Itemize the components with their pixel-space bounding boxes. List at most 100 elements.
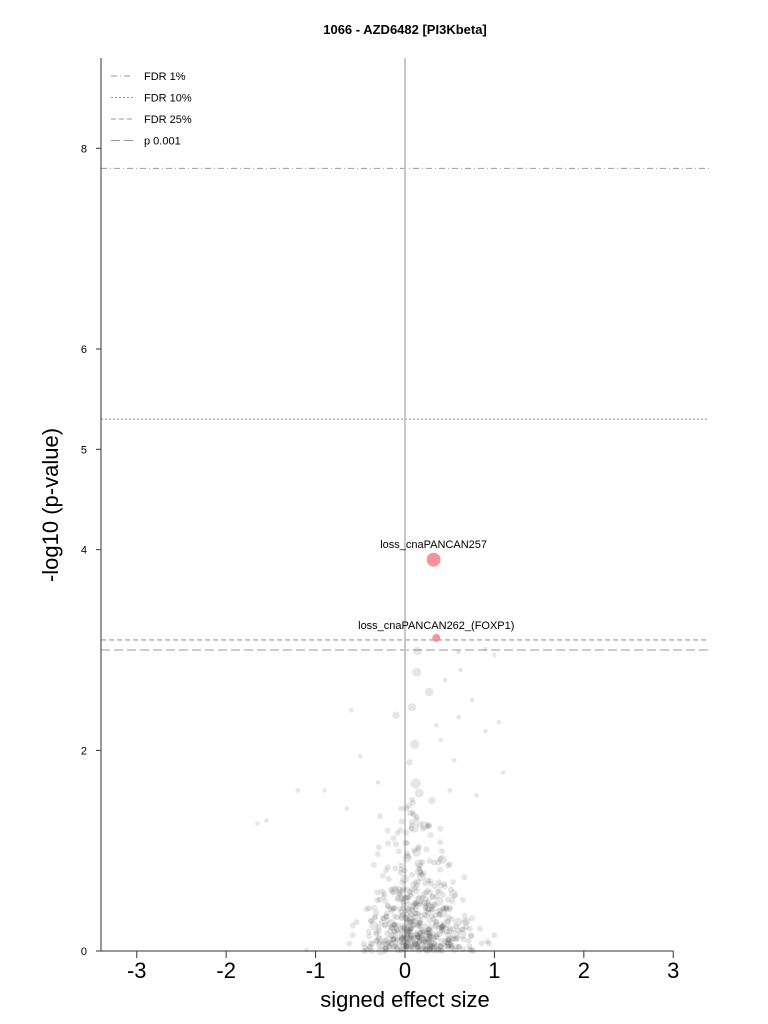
data-point xyxy=(434,931,440,938)
data-point xyxy=(450,925,457,932)
data-point xyxy=(430,930,437,937)
data-point xyxy=(416,916,423,923)
highlighted-points: loss_cnaPANCAN257 loss_cnaPANCAN262_(FOXP… xyxy=(358,539,514,642)
data-point xyxy=(454,935,461,942)
data-point xyxy=(424,877,431,884)
data-point xyxy=(448,889,458,899)
data-point xyxy=(439,928,445,935)
data-point xyxy=(389,889,396,896)
data-point xyxy=(407,702,417,712)
data-point xyxy=(402,914,409,921)
data-point xyxy=(393,841,399,847)
data-point xyxy=(414,943,421,950)
data-point xyxy=(433,921,439,928)
data-point xyxy=(376,940,383,947)
data-point xyxy=(400,895,410,904)
data-point xyxy=(439,926,446,933)
data-point xyxy=(405,853,411,860)
data-point xyxy=(389,885,399,895)
data-point xyxy=(436,888,443,895)
data-point xyxy=(412,906,419,913)
data-point xyxy=(400,939,407,946)
x-tick-label: -2 xyxy=(216,958,236,983)
data-point xyxy=(408,890,415,896)
data-point xyxy=(424,935,431,942)
data-point xyxy=(396,942,402,949)
data-point xyxy=(409,944,416,951)
data-point xyxy=(425,909,432,916)
data-point xyxy=(423,846,430,853)
data-point xyxy=(461,874,468,881)
data-point xyxy=(455,927,462,934)
data-point xyxy=(420,821,429,830)
data-point xyxy=(426,932,433,939)
data-point xyxy=(433,947,440,954)
data-point xyxy=(437,839,444,846)
data-point xyxy=(390,935,397,942)
data-point xyxy=(384,940,391,947)
data-point xyxy=(384,930,391,937)
data-point xyxy=(427,934,434,941)
chart-title: 1066 - AZD6482 [PI3Kbeta] xyxy=(323,22,487,37)
data-point xyxy=(484,938,491,945)
data-point xyxy=(466,943,473,950)
data-point xyxy=(417,918,424,925)
data-point xyxy=(406,759,413,766)
data-point xyxy=(449,935,456,942)
data-point xyxy=(469,697,475,703)
data-point xyxy=(385,902,392,909)
data-point xyxy=(401,928,411,938)
data-point xyxy=(433,722,439,728)
data-point xyxy=(406,888,413,895)
data-point xyxy=(371,904,378,911)
data-point xyxy=(501,770,506,775)
data-point xyxy=(421,899,428,906)
data-point xyxy=(414,859,424,869)
data-point xyxy=(388,924,395,931)
data-point xyxy=(391,928,398,935)
data-point xyxy=(412,885,419,891)
data-point xyxy=(400,911,407,918)
data-point xyxy=(458,667,463,673)
data-point xyxy=(483,728,488,734)
data-point xyxy=(412,914,418,921)
data-point xyxy=(440,905,447,912)
data-point xyxy=(419,825,426,832)
data-point xyxy=(409,945,416,952)
data-point xyxy=(366,905,372,912)
data-point xyxy=(461,912,468,919)
data-point xyxy=(407,925,414,932)
data-point xyxy=(423,908,430,915)
data-point xyxy=(409,907,416,914)
data-point xyxy=(436,911,443,918)
data-point xyxy=(346,940,353,947)
data-point xyxy=(423,913,430,920)
data-point xyxy=(453,944,460,951)
data-point xyxy=(407,892,414,899)
data-point xyxy=(404,944,411,951)
data-point xyxy=(468,947,475,954)
data-point xyxy=(385,876,392,882)
data-point xyxy=(428,924,435,931)
data-point xyxy=(427,917,433,924)
data-point xyxy=(483,646,488,652)
data-point xyxy=(426,889,433,896)
data-point xyxy=(418,913,425,920)
y-tick-label: 4 xyxy=(81,545,87,557)
data-point xyxy=(366,933,373,940)
data-point xyxy=(381,922,388,929)
data-point xyxy=(441,881,448,887)
data-point xyxy=(437,882,444,889)
data-point xyxy=(416,938,423,945)
data-point xyxy=(410,881,417,888)
data-point xyxy=(398,908,405,915)
data-point xyxy=(409,919,419,929)
data-point xyxy=(450,879,457,886)
data-point xyxy=(404,917,411,924)
data-point xyxy=(441,883,448,890)
data-point xyxy=(448,886,454,893)
data-point xyxy=(418,900,425,907)
data-point xyxy=(422,939,429,946)
data-point xyxy=(415,933,422,940)
data-point xyxy=(415,843,422,850)
